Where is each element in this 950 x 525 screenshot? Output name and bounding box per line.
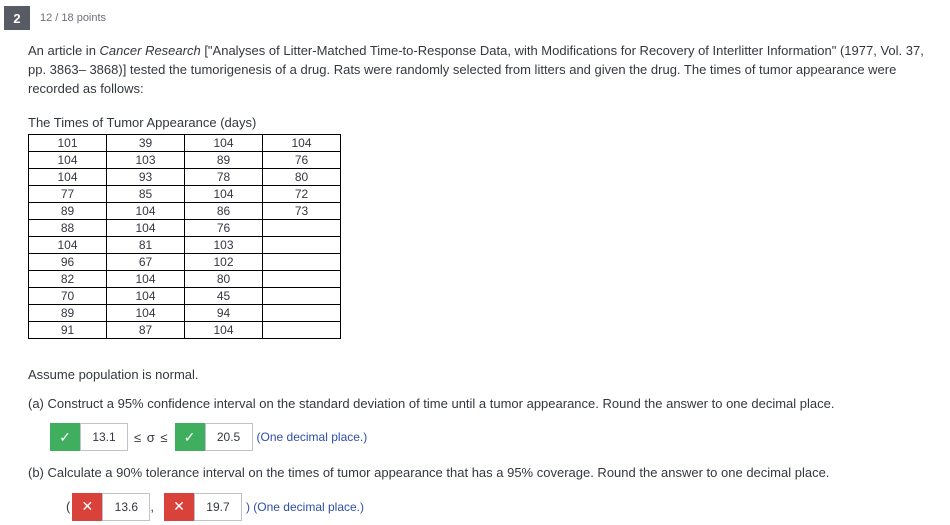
- table-cell: 104: [107, 287, 185, 304]
- table-cell: [263, 270, 341, 287]
- table-cell: 73: [263, 202, 341, 219]
- cross-icon: ✕: [72, 493, 102, 521]
- assumption-text: Assume population is normal.: [28, 367, 940, 382]
- table-cell: 104: [107, 219, 185, 236]
- table-cell: 76: [263, 151, 341, 168]
- table-cell: 103: [107, 151, 185, 168]
- table-cell: 104: [29, 151, 107, 168]
- table-cell: 86: [185, 202, 263, 219]
- table-cell: [263, 304, 341, 321]
- table-cell: [263, 219, 341, 236]
- table-cell: 67: [107, 253, 185, 270]
- comma: ,: [150, 499, 154, 514]
- table-cell: 89: [29, 304, 107, 321]
- check-icon: ✓: [50, 423, 80, 451]
- part-a-upper-input[interactable]: 20.5: [205, 423, 253, 451]
- table-cell: 80: [263, 168, 341, 185]
- points-label: 12 / 18 points: [40, 12, 106, 24]
- table-cell: 104: [107, 304, 185, 321]
- part-b-text: (b) Calculate a 90% tolerance interval o…: [28, 463, 940, 483]
- sigma-operator: ≤ σ ≤: [134, 430, 169, 445]
- data-table: 1013910410410410389761049378807785104728…: [28, 134, 341, 339]
- part-a-hint: (One decimal place.): [257, 430, 368, 444]
- table-cell: 104: [185, 185, 263, 202]
- table-cell: 82: [29, 270, 107, 287]
- question-prompt: An article in Cancer Research ["Analyses…: [28, 42, 940, 99]
- table-cell: 89: [185, 151, 263, 168]
- table-cell: 87: [107, 321, 185, 338]
- table-cell: 104: [185, 134, 263, 151]
- table-cell: 93: [107, 168, 185, 185]
- table-cell: 39: [107, 134, 185, 151]
- table-cell: 70: [29, 287, 107, 304]
- table-title: The Times of Tumor Appearance (days): [28, 115, 940, 130]
- table-cell: [263, 236, 341, 253]
- table-cell: 94: [185, 304, 263, 321]
- table-cell: 88: [29, 219, 107, 236]
- part-a-span: (a) Construct a 95% confidence interval …: [28, 396, 834, 411]
- prompt-lead: An article in: [28, 43, 100, 58]
- part-b-hint: ) (One decimal place.): [246, 500, 364, 514]
- question-header: 2 12 / 18 points: [0, 6, 950, 30]
- table-cell: 104: [107, 202, 185, 219]
- table-cell: 103: [185, 236, 263, 253]
- table-cell: 85: [107, 185, 185, 202]
- check-icon: ✓: [175, 423, 205, 451]
- table-cell: 81: [107, 236, 185, 253]
- table-cell: 77: [29, 185, 107, 202]
- open-paren: (: [66, 499, 70, 514]
- table-cell: 45: [185, 287, 263, 304]
- table-cell: [263, 321, 341, 338]
- table-cell: [263, 287, 341, 304]
- table-cell: [263, 253, 341, 270]
- cross-icon: ✕: [164, 493, 194, 521]
- table-cell: 89: [29, 202, 107, 219]
- part-b-span: (b) Calculate a 90% tolerance interval o…: [28, 465, 829, 480]
- prompt-journal: Cancer Research: [100, 43, 201, 58]
- part-b-answer-row: ( ✕ 13.6 , ✕ 19.7 ) (One decimal place.): [28, 493, 940, 521]
- table-cell: 101: [29, 134, 107, 151]
- table-cell: 104: [263, 134, 341, 151]
- table-cell: 104: [185, 321, 263, 338]
- table-cell: 96: [29, 253, 107, 270]
- table-cell: 78: [185, 168, 263, 185]
- table-cell: 102: [185, 253, 263, 270]
- part-a-lower-input[interactable]: 13.1: [80, 423, 128, 451]
- part-b-lower-input[interactable]: 13.6: [102, 493, 150, 521]
- table-cell: 104: [29, 236, 107, 253]
- table-cell: 91: [29, 321, 107, 338]
- table-cell: 80: [185, 270, 263, 287]
- question-number-badge: 2: [4, 6, 30, 30]
- part-a-answer-row: ✓ 13.1 ≤ σ ≤ ✓ 20.5 (One decimal place.): [50, 423, 940, 451]
- table-cell: 72: [263, 185, 341, 202]
- part-a-text: (a) Construct a 95% confidence interval …: [28, 394, 940, 414]
- table-cell: 76: [185, 219, 263, 236]
- table-cell: 104: [29, 168, 107, 185]
- part-b-upper-input[interactable]: 19.7: [194, 493, 242, 521]
- question-content: An article in Cancer Research ["Analyses…: [0, 42, 950, 521]
- table-cell: 104: [107, 270, 185, 287]
